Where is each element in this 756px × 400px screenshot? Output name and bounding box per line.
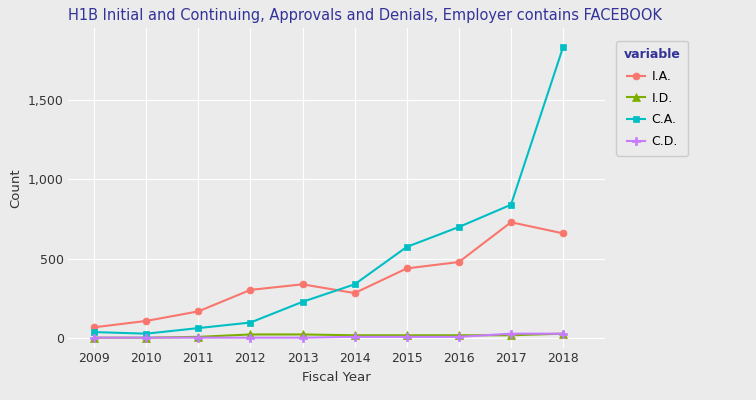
C.D. [454, 334, 463, 339]
C.D. [141, 335, 150, 340]
C.A. [454, 225, 463, 230]
Line: C.D.: C.D. [90, 330, 567, 342]
I.A. [141, 318, 150, 323]
C.A. [402, 244, 411, 249]
Line: C.A.: C.A. [91, 44, 566, 337]
I.D. [89, 335, 98, 340]
I.A. [89, 325, 98, 330]
I.A. [559, 231, 568, 236]
C.A. [559, 45, 568, 50]
I.A. [246, 288, 255, 292]
C.D. [194, 335, 203, 340]
I.D. [402, 333, 411, 338]
C.A. [89, 330, 98, 334]
I.D. [350, 333, 359, 338]
C.D. [559, 331, 568, 336]
C.A. [246, 320, 255, 325]
Y-axis label: Count: Count [9, 168, 23, 208]
C.D. [402, 334, 411, 339]
C.D. [507, 331, 516, 336]
C.A. [298, 300, 307, 304]
I.A. [350, 291, 359, 296]
I.D. [507, 333, 516, 338]
I.D. [559, 331, 568, 336]
Text: H1B Initial and Continuing, Approvals and Denials, Employer contains FACEBOOK: H1B Initial and Continuing, Approvals an… [68, 8, 662, 23]
I.A. [298, 282, 307, 287]
C.D. [246, 335, 255, 340]
C.D. [350, 334, 359, 339]
Legend: I.A., I.D., C.A., C.D.: I.A., I.D., C.A., C.D. [616, 41, 688, 156]
C.A. [194, 326, 203, 330]
X-axis label: Fiscal Year: Fiscal Year [302, 371, 370, 384]
I.D. [298, 332, 307, 337]
C.A. [350, 282, 359, 287]
I.A. [194, 309, 203, 314]
I.A. [507, 220, 516, 225]
C.D. [298, 335, 307, 340]
C.D. [89, 335, 98, 340]
I.D. [194, 334, 203, 339]
I.D. [141, 335, 150, 340]
I.A. [402, 266, 411, 271]
C.A. [141, 331, 150, 336]
I.D. [246, 332, 255, 337]
Line: I.A.: I.A. [91, 219, 566, 331]
I.A. [454, 260, 463, 264]
I.D. [454, 333, 463, 338]
C.A. [507, 202, 516, 207]
Line: I.D.: I.D. [90, 330, 567, 342]
